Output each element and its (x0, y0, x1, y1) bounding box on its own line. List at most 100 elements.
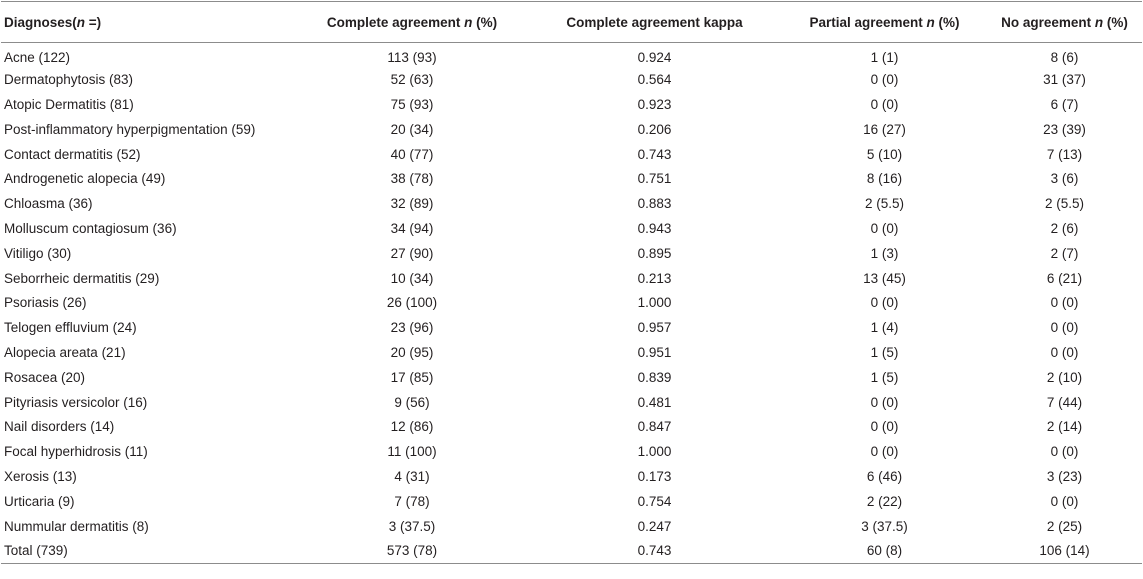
cell-partial-agreement: 1 (5) (870, 344, 899, 360)
cell-kappa: 1.000 (637, 444, 672, 460)
cell-kappa: 0.743 (527, 538, 782, 564)
cell-complete-agreement: 38 (78) (390, 171, 434, 187)
header-no-agreement-n: No agreement n (%) (987, 1, 1142, 43)
cell-diagnosis: Total (739) (1, 538, 297, 564)
cell-diagnosis: Vitiligo (30) (4, 245, 72, 261)
cell-complete-agreement: 9 (56) (394, 394, 430, 410)
cell-partial-agreement: 1 (1) (870, 49, 899, 65)
cell-kappa: 0.173 (637, 468, 672, 484)
cell-kappa: 0.213 (637, 270, 672, 286)
cell-no-agreement: 2 (10) (1046, 369, 1083, 385)
cell-kappa: 0.847 (637, 419, 672, 435)
cell-no-agreement: 6 (7) (1050, 96, 1079, 112)
cell-kappa: 0.564 (637, 72, 672, 88)
table-row: Pityriasis versicolor (16) 9 (56) 0.481 … (1, 390, 1142, 415)
cell-kappa: 0.481 (637, 394, 672, 410)
cell-diagnosis: Molluscum contagiosum (36) (4, 220, 177, 236)
cell-complete-agreement: 40 (77) (390, 146, 434, 162)
cell-partial-agreement: 16 (27) (863, 121, 906, 137)
cell-complete-agreement: 23 (96) (390, 320, 434, 336)
table-row: Nummular dermatitis (8) 3 (37.5) 0.247 3… (1, 514, 1142, 539)
cell-diagnosis: Rosacea (20) (4, 369, 86, 385)
cell-partial-agreement: 13 (45) (863, 270, 906, 286)
cell-partial-agreement: 6 (46) (866, 468, 903, 484)
cell-complete-agreement: 113 (93) (387, 49, 437, 65)
diagnoses-agreement-table: Diagnoses(n =) Complete agreement n (%) … (1, 1, 1142, 564)
cell-no-agreement: 31 (37) (1043, 72, 1086, 88)
cell-partial-agreement: 5 (10) (866, 146, 903, 162)
cell-diagnosis: Acne (122) (4, 49, 71, 65)
cell-kappa: 0.743 (637, 146, 672, 162)
cell-no-agreement: 2 (25) (1046, 518, 1083, 534)
table-row-total: Total (739) 573 (78) 0.743 60 (8) 106 (1… (1, 538, 1142, 564)
cell-complete-agreement: 17 (85) (390, 369, 434, 385)
cell-no-agreement: 8 (6) (1050, 49, 1079, 65)
cell-partial-agreement: 0 (0) (870, 96, 899, 112)
cell-diagnosis: Seborrheic dermatitis (29) (4, 270, 160, 286)
cell-complete-agreement: 52 (63) (390, 72, 434, 88)
table-row: Acne (122) 113 (93) 0.924 1 (1) 8 (6) (1, 43, 1142, 68)
cell-complete-agreement: 26 (100) (386, 295, 438, 311)
cell-no-agreement: 6 (21) (1046, 270, 1083, 286)
cell-diagnosis: Telogen effluvium (24) (4, 320, 137, 336)
cell-partial-agreement: 60 (8) (782, 538, 987, 564)
table-row: Molluscum contagiosum (36) 34 (94) 0.943… (1, 216, 1142, 241)
cell-no-agreement: 2 (7) (1050, 245, 1079, 261)
cell-no-agreement: 0 (0) (1050, 295, 1079, 311)
cell-kappa: 1.000 (637, 295, 672, 311)
cell-kappa: 0.751 (637, 171, 672, 187)
cell-kappa: 0.923 (637, 96, 672, 112)
table-row: Urticaria (9) 7 (78) 0.754 2 (22) 0 (0) (1, 489, 1142, 514)
cell-complete-agreement: 12 (86) (390, 419, 434, 435)
cell-complete-agreement: 32 (89) (390, 196, 434, 212)
cell-no-agreement: 0 (0) (1050, 493, 1079, 509)
cell-kappa: 0.895 (637, 245, 672, 261)
cell-partial-agreement: 0 (0) (870, 394, 899, 410)
table-row: Dermatophytosis (83) 52 (63) 0.564 0 (0)… (1, 67, 1142, 92)
cell-no-agreement: 2 (14) (1046, 419, 1083, 435)
cell-diagnosis: Focal hyperhidrosis (11) (4, 444, 148, 460)
cell-diagnosis: Alopecia areata (21) (4, 344, 126, 360)
cell-complete-agreement: 27 (90) (390, 245, 434, 261)
cell-complete-agreement: 573 (78) (297, 538, 527, 564)
table-row: Post-inflammatory hyperpigmentation (59)… (1, 117, 1142, 142)
cell-partial-agreement: 0 (0) (870, 419, 899, 435)
table-row: Atopic Dermatitis (81) 75 (93) 0.923 0 (… (1, 92, 1142, 117)
cell-diagnosis: Contact dermatitis (52) (4, 146, 141, 162)
cell-diagnosis: Androgenetic alopecia (49) (4, 171, 166, 187)
cell-complete-agreement: 34 (94) (390, 220, 434, 236)
table-row: Alopecia areata (21) 20 (95) 0.951 1 (5)… (1, 340, 1142, 365)
cell-partial-agreement: 1 (3) (870, 245, 899, 261)
cell-diagnosis: Nummular dermatitis (8) (4, 518, 149, 534)
cell-kappa: 0.951 (637, 344, 672, 360)
cell-complete-agreement: 11 (100) (387, 444, 437, 460)
cell-kappa: 0.754 (637, 493, 672, 509)
cell-diagnosis: Psoriasis (26) (4, 295, 87, 311)
table-row: Chloasma (36) 32 (89) 0.883 2 (5.5) 2 (5… (1, 191, 1142, 216)
cell-diagnosis: Post-inflammatory hyperpigmentation (59) (4, 121, 256, 137)
header-partial-agreement-n: Partial agreement n (%) (782, 1, 987, 43)
cell-diagnosis: Xerosis (13) (4, 468, 77, 484)
cell-kappa: 0.839 (637, 369, 672, 385)
cell-no-agreement: 3 (6) (1050, 171, 1079, 187)
cell-diagnosis: Nail disorders (14) (4, 419, 115, 435)
cell-partial-agreement: 2 (22) (866, 493, 903, 509)
cell-partial-agreement: 0 (0) (870, 444, 899, 460)
cell-partial-agreement: 0 (0) (870, 220, 899, 236)
header-diagnoses: Diagnoses(n =) (1, 1, 297, 43)
cell-complete-agreement: 3 (37.5) (388, 518, 436, 534)
cell-diagnosis: Urticaria (9) (4, 493, 75, 509)
cell-kappa: 0.943 (637, 220, 672, 236)
table-body: Acne (122) 113 (93) 0.924 1 (1) 8 (6) De… (1, 43, 1142, 564)
table-row: Androgenetic alopecia (49) 38 (78) 0.751… (1, 166, 1142, 191)
cell-partial-agreement: 1 (4) (870, 320, 899, 336)
cell-diagnosis: Pityriasis versicolor (16) (4, 394, 148, 410)
cell-partial-agreement: 2 (5.5) (864, 196, 905, 212)
cell-complete-agreement: 20 (95) (390, 344, 434, 360)
table-row: Xerosis (13) 4 (31) 0.173 6 (46) 3 (23) (1, 464, 1142, 489)
cell-kappa: 0.924 (637, 49, 672, 65)
header-row: Diagnoses(n =) Complete agreement n (%) … (1, 1, 1142, 43)
cell-no-agreement: 7 (44) (1046, 394, 1083, 410)
cell-diagnosis: Atopic Dermatitis (81) (4, 96, 134, 112)
